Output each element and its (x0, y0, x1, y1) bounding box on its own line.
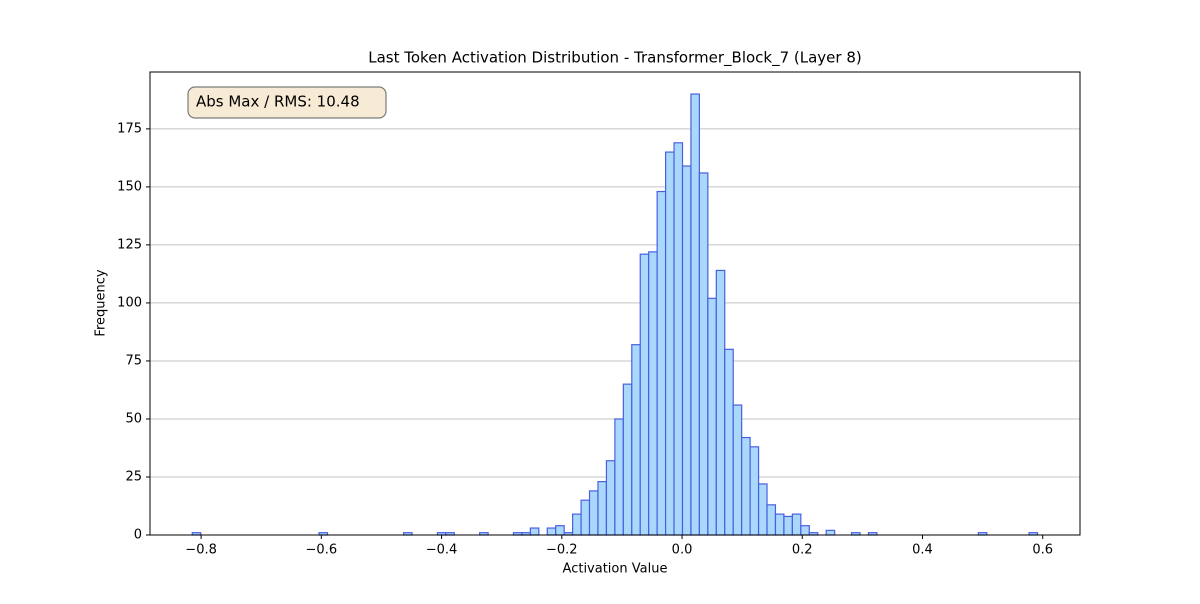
bar (715, 269, 726, 536)
bar (749, 446, 760, 536)
bar (673, 142, 684, 536)
bar (774, 513, 785, 536)
bar (648, 251, 658, 536)
y-tick-label: 25 (125, 469, 142, 484)
bar (724, 348, 734, 536)
bar (572, 513, 582, 536)
bar (766, 504, 777, 536)
y-tick-label: 75 (125, 353, 142, 368)
bar (529, 527, 540, 536)
y-tick-label: 175 (117, 121, 142, 136)
y-tick-label: 50 (125, 411, 142, 426)
bar (622, 383, 633, 536)
x-tick-label: −0.8 (185, 543, 217, 558)
x-tick-label: −0.6 (306, 543, 338, 558)
y-tick-label: 0 (134, 528, 142, 543)
bar (681, 165, 692, 536)
x-tick-label: −0.2 (546, 543, 578, 558)
annotation-box (187, 86, 387, 119)
bar (741, 436, 751, 536)
x-tick-label: 0.6 (1032, 543, 1053, 558)
x-axis-label: Activation Value (563, 562, 668, 577)
annotation: Abs Max / RMS: 10.48 (196, 93, 360, 111)
bar (580, 499, 591, 536)
x-tick-label: 0.2 (792, 543, 813, 558)
bar (690, 93, 701, 536)
plot-frame (149, 71, 1081, 536)
bar (757, 483, 768, 536)
y-tick-label: 125 (117, 237, 142, 252)
y-tick-label: 150 (117, 179, 142, 194)
x-tick-label: 0.0 (672, 543, 693, 558)
x-tick-label: 0.4 (912, 543, 933, 558)
y-tick-label: 100 (117, 295, 142, 310)
bar (698, 172, 709, 536)
bar (588, 490, 599, 536)
y-axis-label: Frequency (94, 269, 109, 336)
bar (825, 529, 836, 536)
bar (732, 404, 743, 536)
bar (555, 525, 565, 536)
bar (707, 297, 717, 536)
bar (639, 253, 650, 536)
chart-title: Last Token Activation Distribution - Tra… (368, 49, 862, 68)
bar (597, 481, 608, 536)
x-tick-label: −0.4 (426, 543, 458, 558)
bar (800, 525, 810, 536)
bar (783, 515, 793, 536)
bar (664, 151, 675, 536)
bar (614, 418, 624, 536)
bar (791, 513, 802, 536)
bar (631, 344, 641, 536)
bar (546, 527, 557, 536)
bar (656, 190, 667, 536)
bar (605, 460, 616, 536)
